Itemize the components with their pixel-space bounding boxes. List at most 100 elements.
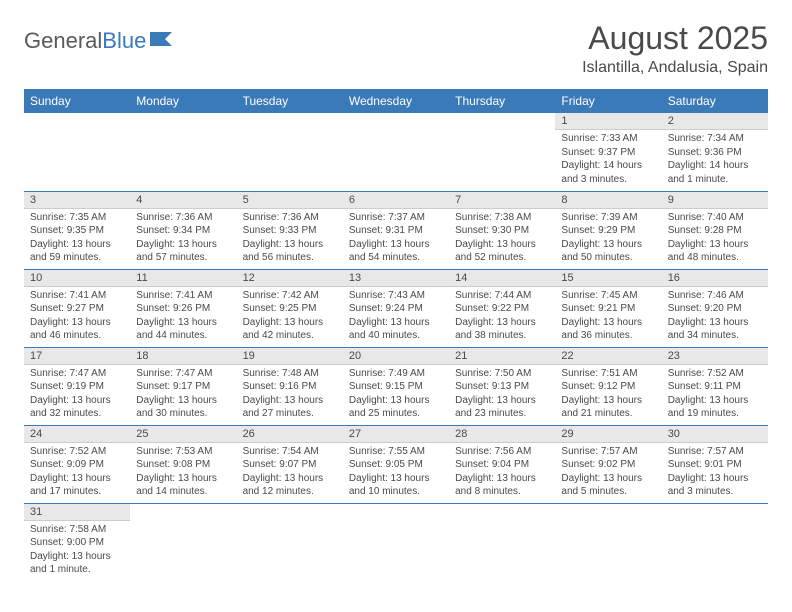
day-content: Sunrise: 7:57 AMSunset: 9:01 PMDaylight:…: [662, 443, 768, 503]
day-number: 2: [662, 113, 768, 130]
day-number: 24: [24, 426, 130, 443]
calendar-row: 24Sunrise: 7:52 AMSunset: 9:09 PMDayligh…: [24, 425, 768, 503]
calendar-cell-empty: [449, 503, 555, 581]
day-number: 23: [662, 348, 768, 365]
calendar-cell-empty: [237, 113, 343, 191]
calendar-cell: 18Sunrise: 7:47 AMSunset: 9:17 PMDayligh…: [130, 347, 236, 425]
day-number: 31: [24, 504, 130, 521]
calendar-cell: 26Sunrise: 7:54 AMSunset: 9:07 PMDayligh…: [237, 425, 343, 503]
day-content: Sunrise: 7:45 AMSunset: 9:21 PMDaylight:…: [555, 287, 661, 347]
day-content: Sunrise: 7:39 AMSunset: 9:29 PMDaylight:…: [555, 209, 661, 269]
day-number: 22: [555, 348, 661, 365]
weekday-header: Wednesday: [343, 89, 449, 113]
day-number: 13: [343, 270, 449, 287]
day-content: Sunrise: 7:44 AMSunset: 9:22 PMDaylight:…: [449, 287, 555, 347]
day-content: Sunrise: 7:55 AMSunset: 9:05 PMDaylight:…: [343, 443, 449, 503]
calendar-table: Sunday Monday Tuesday Wednesday Thursday…: [24, 89, 768, 581]
day-number: 17: [24, 348, 130, 365]
day-number: 16: [662, 270, 768, 287]
weekday-header: Tuesday: [237, 89, 343, 113]
day-number: 6: [343, 192, 449, 209]
calendar-cell-empty: [343, 113, 449, 191]
day-number: 30: [662, 426, 768, 443]
calendar-cell-empty: [555, 503, 661, 581]
day-content: Sunrise: 7:35 AMSunset: 9:35 PMDaylight:…: [24, 209, 130, 269]
calendar-cell: 22Sunrise: 7:51 AMSunset: 9:12 PMDayligh…: [555, 347, 661, 425]
calendar-cell: 10Sunrise: 7:41 AMSunset: 9:27 PMDayligh…: [24, 269, 130, 347]
day-number: 7: [449, 192, 555, 209]
location: Islantilla, Andalusia, Spain: [582, 59, 768, 77]
day-content: Sunrise: 7:43 AMSunset: 9:24 PMDaylight:…: [343, 287, 449, 347]
calendar-cell: 19Sunrise: 7:48 AMSunset: 9:16 PMDayligh…: [237, 347, 343, 425]
calendar-cell: 3Sunrise: 7:35 AMSunset: 9:35 PMDaylight…: [24, 191, 130, 269]
calendar-cell: 23Sunrise: 7:52 AMSunset: 9:11 PMDayligh…: [662, 347, 768, 425]
logo-text-general: General: [24, 28, 102, 54]
calendar-row: 31Sunrise: 7:58 AMSunset: 9:00 PMDayligh…: [24, 503, 768, 581]
calendar-row: 3Sunrise: 7:35 AMSunset: 9:35 PMDaylight…: [24, 191, 768, 269]
day-content: Sunrise: 7:47 AMSunset: 9:19 PMDaylight:…: [24, 365, 130, 425]
day-number: 27: [343, 426, 449, 443]
calendar-cell-empty: [130, 113, 236, 191]
weekday-header: Thursday: [449, 89, 555, 113]
weekday-header: Friday: [555, 89, 661, 113]
calendar-cell: 12Sunrise: 7:42 AMSunset: 9:25 PMDayligh…: [237, 269, 343, 347]
calendar-cell: 11Sunrise: 7:41 AMSunset: 9:26 PMDayligh…: [130, 269, 236, 347]
day-content: Sunrise: 7:49 AMSunset: 9:15 PMDaylight:…: [343, 365, 449, 425]
day-content: Sunrise: 7:33 AMSunset: 9:37 PMDaylight:…: [555, 130, 661, 190]
calendar-cell: 29Sunrise: 7:57 AMSunset: 9:02 PMDayligh…: [555, 425, 661, 503]
calendar-cell: 17Sunrise: 7:47 AMSunset: 9:19 PMDayligh…: [24, 347, 130, 425]
day-number: 20: [343, 348, 449, 365]
calendar-cell: 8Sunrise: 7:39 AMSunset: 9:29 PMDaylight…: [555, 191, 661, 269]
calendar-cell: 16Sunrise: 7:46 AMSunset: 9:20 PMDayligh…: [662, 269, 768, 347]
day-content: Sunrise: 7:38 AMSunset: 9:30 PMDaylight:…: [449, 209, 555, 269]
calendar-cell-empty: [343, 503, 449, 581]
day-number: 26: [237, 426, 343, 443]
day-number: 4: [130, 192, 236, 209]
day-number: 25: [130, 426, 236, 443]
calendar-row: 1Sunrise: 7:33 AMSunset: 9:37 PMDaylight…: [24, 113, 768, 191]
day-number: 3: [24, 192, 130, 209]
day-content: Sunrise: 7:41 AMSunset: 9:27 PMDaylight:…: [24, 287, 130, 347]
weekday-header: Sunday: [24, 89, 130, 113]
day-number: 12: [237, 270, 343, 287]
day-content: Sunrise: 7:34 AMSunset: 9:36 PMDaylight:…: [662, 130, 768, 190]
title-block: August 2025 Islantilla, Andalusia, Spain: [582, 20, 768, 77]
day-content: Sunrise: 7:36 AMSunset: 9:33 PMDaylight:…: [237, 209, 343, 269]
day-content: Sunrise: 7:51 AMSunset: 9:12 PMDaylight:…: [555, 365, 661, 425]
day-content: Sunrise: 7:56 AMSunset: 9:04 PMDaylight:…: [449, 443, 555, 503]
calendar-cell: 1Sunrise: 7:33 AMSunset: 9:37 PMDaylight…: [555, 113, 661, 191]
day-content: Sunrise: 7:46 AMSunset: 9:20 PMDaylight:…: [662, 287, 768, 347]
day-number: 5: [237, 192, 343, 209]
calendar-cell: 7Sunrise: 7:38 AMSunset: 9:30 PMDaylight…: [449, 191, 555, 269]
day-number: 19: [237, 348, 343, 365]
day-number: 14: [449, 270, 555, 287]
calendar-cell: 15Sunrise: 7:45 AMSunset: 9:21 PMDayligh…: [555, 269, 661, 347]
weekday-header: Monday: [130, 89, 236, 113]
day-content: Sunrise: 7:40 AMSunset: 9:28 PMDaylight:…: [662, 209, 768, 269]
day-number: 10: [24, 270, 130, 287]
calendar-cell-empty: [449, 113, 555, 191]
day-content: Sunrise: 7:52 AMSunset: 9:11 PMDaylight:…: [662, 365, 768, 425]
calendar-cell: 9Sunrise: 7:40 AMSunset: 9:28 PMDaylight…: [662, 191, 768, 269]
day-content: Sunrise: 7:42 AMSunset: 9:25 PMDaylight:…: [237, 287, 343, 347]
day-number: 18: [130, 348, 236, 365]
day-content: Sunrise: 7:36 AMSunset: 9:34 PMDaylight:…: [130, 209, 236, 269]
calendar-cell: 30Sunrise: 7:57 AMSunset: 9:01 PMDayligh…: [662, 425, 768, 503]
day-number: 9: [662, 192, 768, 209]
calendar-cell: 20Sunrise: 7:49 AMSunset: 9:15 PMDayligh…: [343, 347, 449, 425]
weekday-header: Saturday: [662, 89, 768, 113]
calendar-cell: 25Sunrise: 7:53 AMSunset: 9:08 PMDayligh…: [130, 425, 236, 503]
weekday-row: Sunday Monday Tuesday Wednesday Thursday…: [24, 89, 768, 113]
day-number: 1: [555, 113, 661, 130]
day-number: 8: [555, 192, 661, 209]
calendar-row: 17Sunrise: 7:47 AMSunset: 9:19 PMDayligh…: [24, 347, 768, 425]
day-content: Sunrise: 7:48 AMSunset: 9:16 PMDaylight:…: [237, 365, 343, 425]
day-content: Sunrise: 7:54 AMSunset: 9:07 PMDaylight:…: [237, 443, 343, 503]
calendar-cell-empty: [237, 503, 343, 581]
calendar-cell-empty: [24, 113, 130, 191]
day-number: 11: [130, 270, 236, 287]
calendar-cell: 6Sunrise: 7:37 AMSunset: 9:31 PMDaylight…: [343, 191, 449, 269]
calendar-cell: 24Sunrise: 7:52 AMSunset: 9:09 PMDayligh…: [24, 425, 130, 503]
calendar-cell: 27Sunrise: 7:55 AMSunset: 9:05 PMDayligh…: [343, 425, 449, 503]
day-content: Sunrise: 7:41 AMSunset: 9:26 PMDaylight:…: [130, 287, 236, 347]
